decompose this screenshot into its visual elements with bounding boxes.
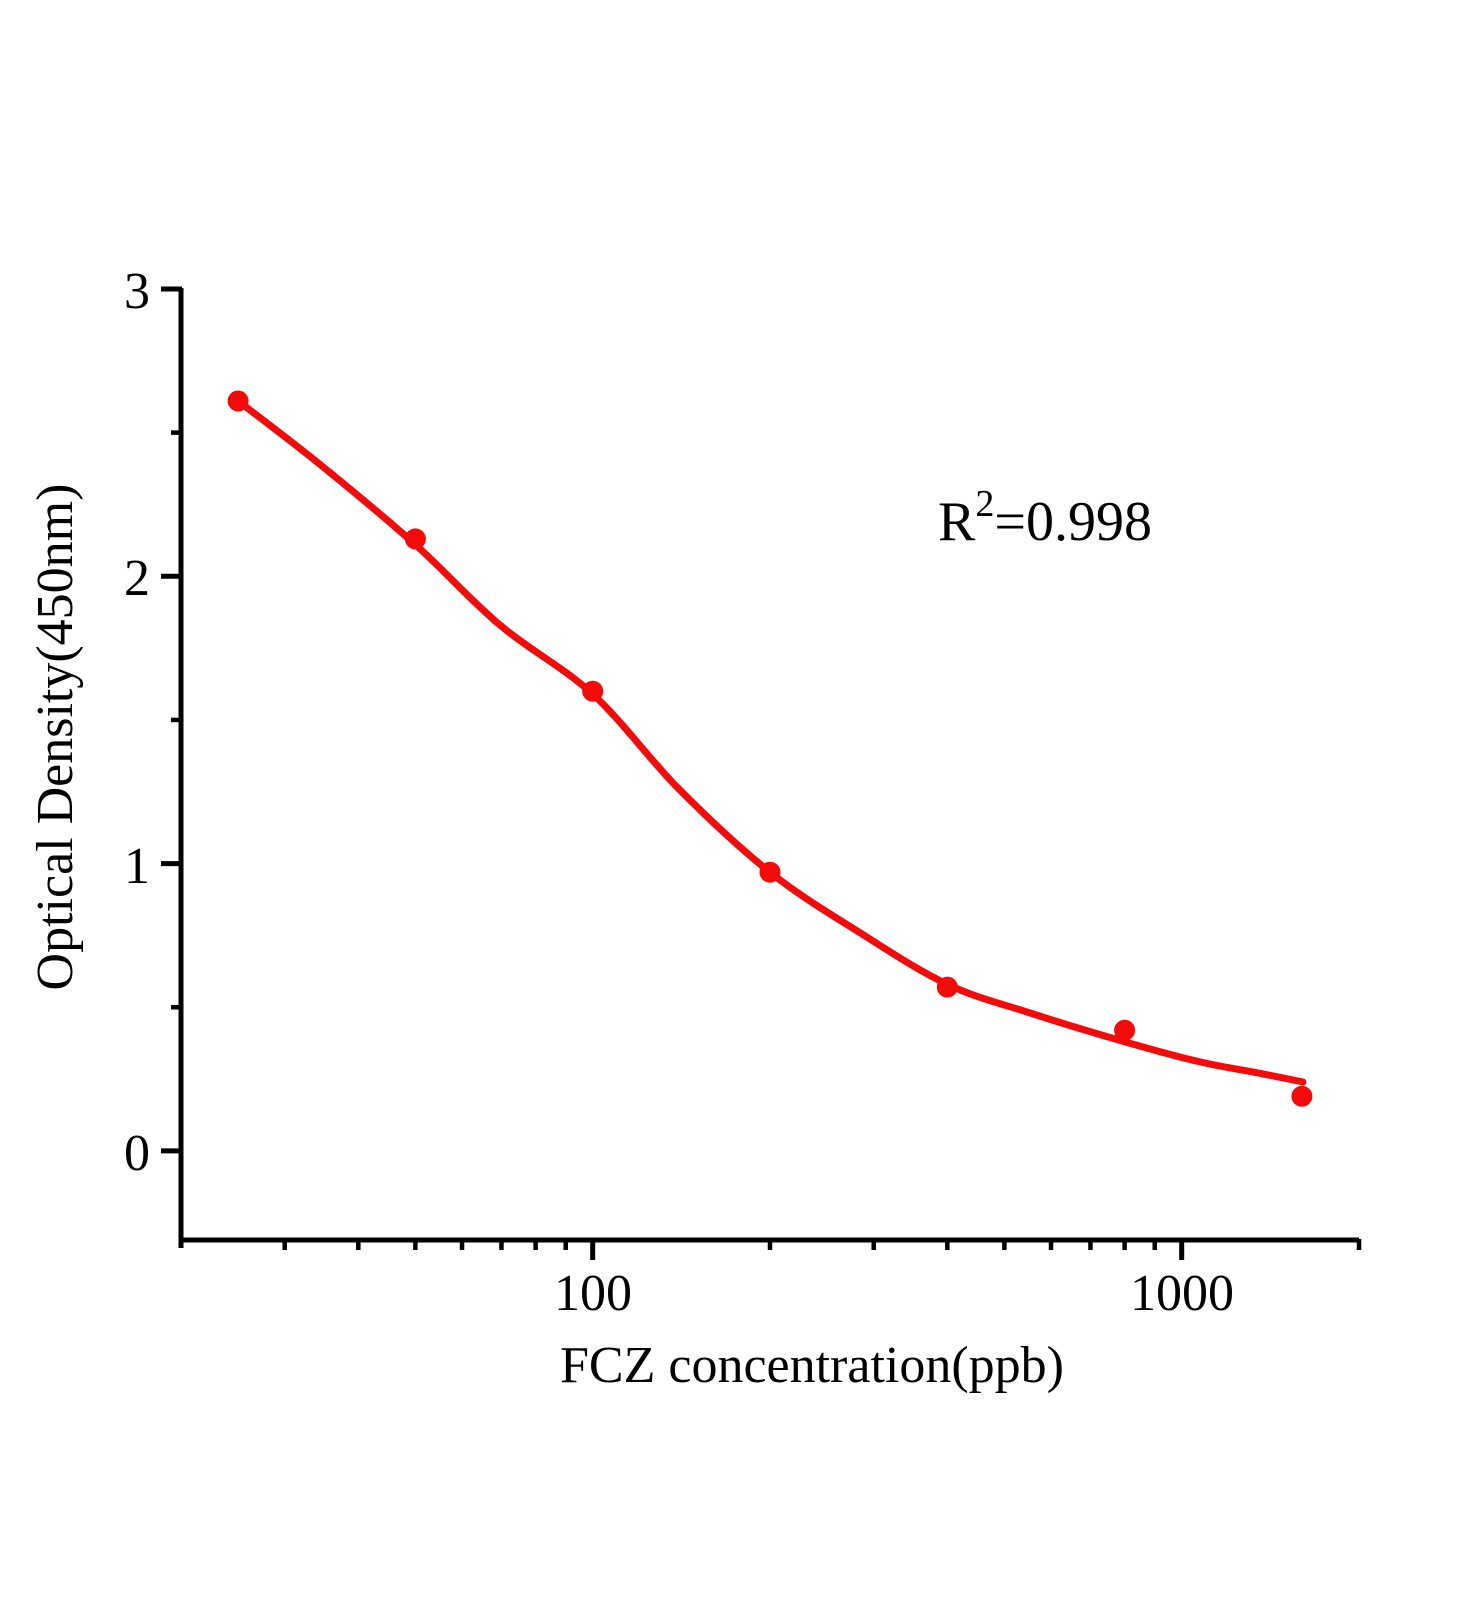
data-point bbox=[759, 861, 781, 883]
data-point bbox=[1291, 1085, 1313, 1107]
r-squared-annotation: R2=0.998 bbox=[938, 483, 1152, 553]
axes bbox=[161, 286, 1362, 1260]
x-axis-title: FCZ concentration(ppb) bbox=[560, 1337, 1064, 1394]
data-point bbox=[227, 390, 249, 412]
r-squared-superscript: 2 bbox=[975, 483, 994, 525]
r-squared-base: R bbox=[938, 491, 976, 553]
r-squared-value: =0.998 bbox=[994, 491, 1152, 553]
y-tick-label-0: 0 bbox=[124, 1125, 150, 1182]
y-tick-label-1: 1 bbox=[124, 838, 150, 895]
x-tick-label-1000: 1000 bbox=[1130, 1265, 1234, 1322]
y-axis-title: Optical Density(450nm) bbox=[27, 484, 84, 991]
data-series bbox=[227, 390, 1313, 1107]
data-point bbox=[936, 976, 958, 998]
data-point bbox=[404, 528, 426, 550]
data-point bbox=[582, 680, 604, 702]
x-tick-label-100: 100 bbox=[554, 1265, 632, 1322]
data-point bbox=[1114, 1019, 1136, 1041]
y-tick-label-3: 3 bbox=[124, 263, 150, 320]
y-tick-label-2: 2 bbox=[124, 550, 150, 607]
